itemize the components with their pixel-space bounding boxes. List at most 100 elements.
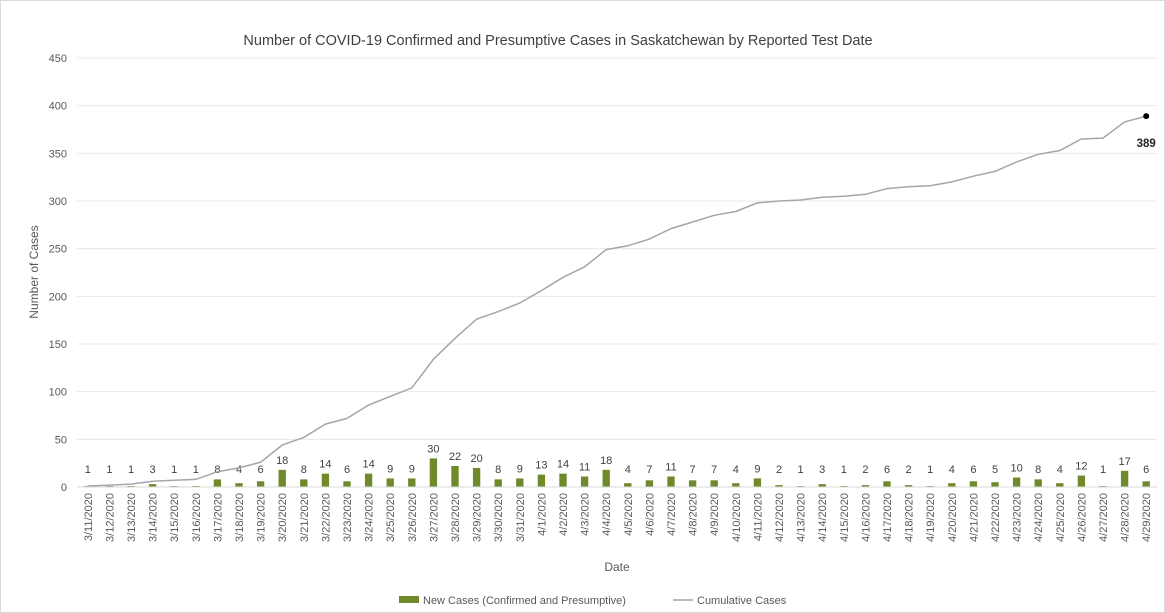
bar-14 bbox=[386, 478, 394, 487]
x-tick-label-16: 3/27/2020 bbox=[428, 493, 440, 542]
cumulative-line bbox=[87, 115, 1147, 487]
x-tick-label-5: 3/16/2020 bbox=[191, 493, 203, 542]
x-tick-label-19: 3/30/2020 bbox=[493, 493, 505, 542]
bar-value-label-3: 3 bbox=[150, 464, 156, 476]
bar-value-label-29: 7 bbox=[711, 464, 717, 476]
bar-23 bbox=[580, 476, 589, 487]
x-tick-label-36: 4/16/2020 bbox=[860, 493, 872, 542]
y-tick-label-0: 0 bbox=[61, 482, 67, 494]
x-tick-label-49: 4/29/2020 bbox=[1141, 493, 1153, 542]
x-tick-label-32: 4/12/2020 bbox=[774, 493, 786, 542]
x-tick-label-40: 4/20/2020 bbox=[947, 493, 959, 542]
bar-8 bbox=[256, 481, 265, 487]
x-tick-label-9: 3/20/2020 bbox=[277, 493, 289, 542]
bar-34 bbox=[818, 484, 826, 487]
x-tick-label-46: 4/26/2020 bbox=[1076, 493, 1088, 542]
bar-12 bbox=[343, 481, 351, 487]
bar-46 bbox=[1077, 475, 1086, 487]
legend: New Cases (Confirmed and Presumptive) Cu… bbox=[399, 595, 787, 607]
x-tick-label-13: 3/24/2020 bbox=[364, 493, 376, 542]
x-tick-label-2: 3/13/2020 bbox=[126, 493, 138, 542]
bar-value-label-11: 14 bbox=[319, 459, 331, 471]
bar-19 bbox=[494, 479, 502, 487]
bar-value-label-36: 2 bbox=[862, 464, 868, 476]
bar-value-label-7: 4 bbox=[236, 464, 242, 476]
bar-7 bbox=[235, 483, 243, 487]
y-tick-label-400: 400 bbox=[49, 101, 67, 113]
x-tick-label-6: 3/17/2020 bbox=[212, 493, 224, 542]
bar-value-label-42: 5 bbox=[992, 464, 998, 476]
x-tick-label-1: 3/12/2020 bbox=[104, 493, 116, 542]
bar-20 bbox=[516, 478, 524, 487]
bar-37 bbox=[883, 481, 891, 487]
bar-value-label-25: 4 bbox=[625, 464, 631, 476]
x-tick-label-29: 4/9/2020 bbox=[709, 493, 721, 536]
bar-45 bbox=[1056, 483, 1064, 487]
bar-40 bbox=[948, 483, 956, 487]
end-point-marker bbox=[1143, 113, 1150, 120]
bar-value-label-0: 1 bbox=[85, 464, 91, 476]
x-tick-label-0: 3/11/2020 bbox=[83, 493, 95, 541]
x-tick-label-27: 4/7/2020 bbox=[666, 493, 678, 536]
bar-29 bbox=[710, 480, 718, 487]
bar-value-label-23: 11 bbox=[579, 462, 590, 474]
bar-15 bbox=[408, 478, 416, 487]
bar-18 bbox=[472, 467, 481, 487]
bar-49 bbox=[1142, 481, 1150, 487]
legend-label-cumulative-cases: Cumulative Cases bbox=[697, 595, 787, 607]
x-tick-label-14: 3/25/2020 bbox=[385, 493, 397, 542]
x-tick-label-31: 4/11/2020 bbox=[752, 493, 764, 541]
x-tick-label-21: 4/1/2020 bbox=[536, 493, 548, 536]
y-tick-label-50: 50 bbox=[55, 434, 67, 446]
x-tick-label-23: 4/3/2020 bbox=[580, 493, 592, 536]
bar-38 bbox=[904, 485, 913, 487]
bar-28 bbox=[688, 480, 697, 487]
x-tick-label-39: 4/19/2020 bbox=[925, 493, 937, 542]
x-tick-label-37: 4/17/2020 bbox=[882, 493, 894, 542]
bar-30 bbox=[732, 483, 740, 487]
x-tick-label-24: 4/4/2020 bbox=[601, 493, 613, 536]
bar-value-label-37: 6 bbox=[884, 464, 890, 476]
bar-value-label-35: 1 bbox=[841, 464, 847, 476]
bar-31 bbox=[753, 478, 762, 487]
bar-value-label-18: 20 bbox=[470, 453, 482, 465]
bar-value-label-21: 13 bbox=[535, 460, 547, 472]
y-axis-ticks: 0 50 100 150 200 250 300 350 400 450 bbox=[49, 53, 67, 494]
y-tick-label-350: 350 bbox=[49, 148, 67, 160]
x-tick-label-33: 4/13/2020 bbox=[796, 493, 808, 542]
x-tick-label-12: 3/23/2020 bbox=[342, 493, 354, 542]
bar-3 bbox=[148, 484, 157, 487]
x-tick-label-44: 4/24/2020 bbox=[1033, 493, 1045, 542]
bar-value-label-12: 6 bbox=[344, 464, 350, 476]
y-axis-title: Number of Cases bbox=[27, 225, 41, 318]
bar-value-label-33: 1 bbox=[798, 464, 804, 476]
bar-value-label-27: 11 bbox=[665, 462, 676, 474]
bar-value-label-45: 4 bbox=[1057, 464, 1063, 476]
x-tick-label-20: 3/31/2020 bbox=[515, 493, 527, 542]
bar-value-label-14: 9 bbox=[387, 463, 393, 475]
bar-value-label-6: 8 bbox=[214, 464, 220, 476]
bar-32 bbox=[775, 485, 783, 487]
bar-value-label-38: 2 bbox=[906, 464, 912, 476]
bar-value-label-47: 1 bbox=[1100, 464, 1106, 476]
bar-value-label-24: 18 bbox=[600, 455, 612, 467]
bar-value-label-48: 17 bbox=[1118, 456, 1130, 468]
bar-value-label-26: 7 bbox=[646, 464, 652, 476]
y-tick-label-450: 450 bbox=[49, 53, 67, 65]
end-value-label: 389 bbox=[1137, 138, 1156, 150]
bar-value-label-20: 9 bbox=[517, 463, 523, 475]
y-tick-label-100: 100 bbox=[49, 387, 67, 399]
bar-value-label-43: 10 bbox=[1010, 462, 1022, 474]
bar-10 bbox=[300, 479, 308, 487]
bar-value-label-31: 9 bbox=[754, 463, 760, 475]
x-tick-label-47: 4/27/2020 bbox=[1098, 493, 1110, 542]
bar-value-label-44: 8 bbox=[1035, 464, 1041, 476]
x-tick-label-43: 4/23/2020 bbox=[1012, 493, 1024, 542]
bar-48 bbox=[1120, 470, 1129, 487]
bar-value-label-41: 6 bbox=[970, 464, 976, 476]
x-tick-label-22: 4/2/2020 bbox=[558, 493, 570, 536]
x-tick-label-7: 3/18/2020 bbox=[234, 493, 246, 542]
x-axis-title: Date bbox=[604, 560, 630, 574]
bar-value-label-8: 6 bbox=[258, 464, 264, 476]
